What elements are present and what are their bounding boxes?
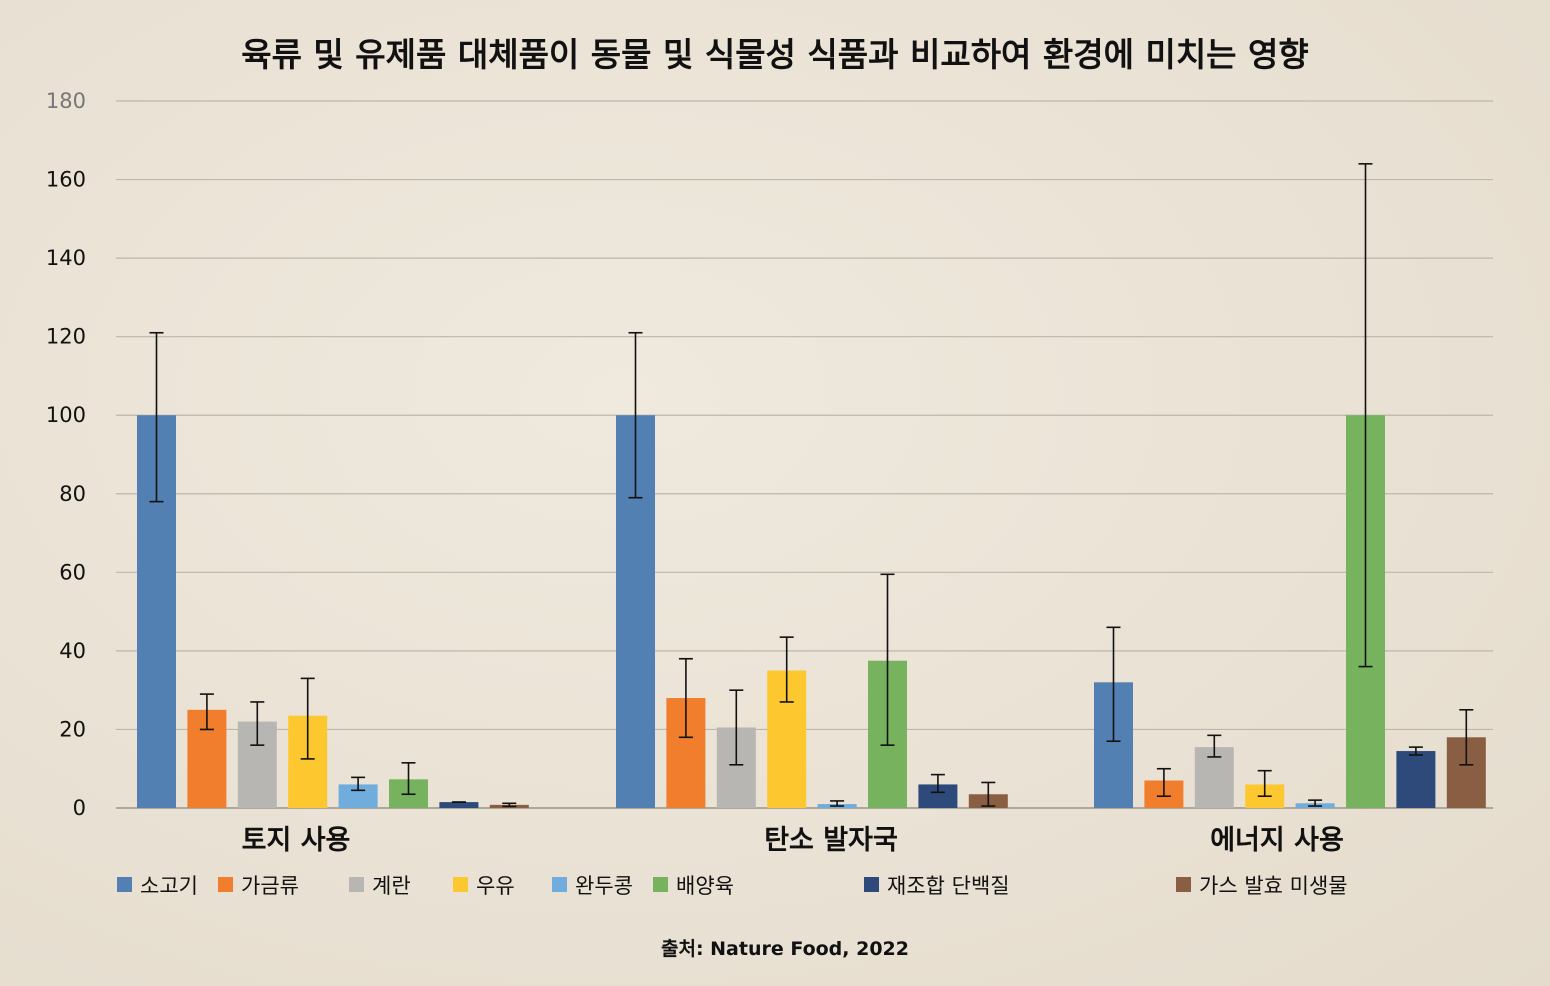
bars xyxy=(137,415,1486,808)
error-bar-재조합 단백질-탄소 발자국 xyxy=(930,773,945,794)
chart-title: 육류 및 유제품 대체품이 동물 및 식물성 식품과 비교하여 환경에 미치는 … xyxy=(241,35,1309,74)
bar-재조합 단백질-토지 사용 xyxy=(439,802,479,808)
legend-label: 가스 발효 미생물 xyxy=(1199,874,1348,898)
error-bar-완두콩-에너지 사용 xyxy=(1308,799,1323,807)
error-bar-가금류-에너지 사용 xyxy=(1156,767,1171,798)
legend-item: 완두콩 xyxy=(552,874,633,898)
legend-swatch xyxy=(864,877,879,892)
error-bar-가금류-토지 사용 xyxy=(199,693,214,731)
y-tick-label: 120 xyxy=(46,325,86,349)
error-bar-소고기-탄소 발자국 xyxy=(628,331,643,499)
legend-swatch xyxy=(117,877,132,892)
category-label: 토지 사용 xyxy=(242,825,351,856)
error-bars xyxy=(149,163,1474,808)
legend-label: 가금류 xyxy=(241,874,299,898)
bar-재조합 단백질-탄소 발자국 xyxy=(918,784,958,808)
bar-재조합 단백질-에너지 사용 xyxy=(1396,751,1436,808)
error-bar-배양육-토지 사용 xyxy=(401,762,416,796)
y-tick-label: 180 xyxy=(46,89,86,113)
legend-item: 우유 xyxy=(453,874,515,898)
error-bar-계란-에너지 사용 xyxy=(1207,734,1222,758)
y-axis-ticks: 0 20 40 60 80 100 120 140 160 180 xyxy=(46,89,86,820)
y-tick-label: 140 xyxy=(46,246,86,270)
legend-item: 소고기 xyxy=(117,874,198,898)
legend-item: 재조합 단백질 xyxy=(864,874,1010,898)
legend-label: 소고기 xyxy=(140,874,198,898)
legend-label: 우유 xyxy=(476,874,515,898)
bar-완두콩-토지 사용 xyxy=(338,784,378,808)
legend-swatch xyxy=(1176,877,1191,892)
legend-item: 가스 발효 미생물 xyxy=(1176,874,1348,898)
error-bar-가스 발효 미생물-에너지 사용 xyxy=(1459,709,1474,766)
y-tick-label: 20 xyxy=(59,717,86,741)
error-bar-완두콩-탄소 발자국 xyxy=(830,800,845,807)
y-tick-label: 160 xyxy=(46,168,86,192)
error-bar-계란-탄소 발자국 xyxy=(729,689,744,766)
error-bar-계란-토지 사용 xyxy=(250,701,265,746)
error-bar-소고기-토지 사용 xyxy=(149,331,164,503)
legend-item: 배양육 xyxy=(653,874,734,898)
legend-label: 완두콩 xyxy=(575,874,633,898)
error-bar-재조합 단백질-에너지 사용 xyxy=(1408,746,1423,756)
y-tick-label: 80 xyxy=(59,482,86,506)
legend-label: 배양육 xyxy=(676,874,734,898)
legend-swatch xyxy=(349,877,364,892)
legend-label: 재조합 단백질 xyxy=(887,874,1010,898)
legend-label: 계란 xyxy=(372,874,411,898)
error-bar-완두콩-토지 사용 xyxy=(351,776,366,792)
error-bar-배양육-에너지 사용 xyxy=(1358,163,1373,668)
error-bar-소고기-에너지 사용 xyxy=(1106,626,1121,743)
y-tick-label: 40 xyxy=(59,639,86,663)
legend-item: 가금류 xyxy=(218,874,299,898)
error-bar-우유-토지 사용 xyxy=(300,677,315,760)
category-label: 에너지 사용 xyxy=(1210,825,1344,856)
legend-swatch xyxy=(453,877,468,892)
error-bar-우유-에너지 사용 xyxy=(1257,769,1272,798)
error-bar-가스 발효 미생물-토지 사용 xyxy=(502,802,517,808)
legend: 소고기 가금류 계란 우유 완두콩 배양육 재조합 단백질 가스 발효 미생물 xyxy=(117,874,1348,898)
y-tick-label: 0 xyxy=(73,796,86,820)
error-bar-가금류-탄소 발자국 xyxy=(678,657,693,739)
category-label: 탄소 발자국 xyxy=(764,825,898,856)
legend-swatch xyxy=(552,877,567,892)
y-tick-label: 100 xyxy=(46,403,86,427)
error-bar-우유-탄소 발자국 xyxy=(779,636,794,703)
error-bar-가스 발효 미생물-탄소 발자국 xyxy=(981,781,996,807)
y-tick-label: 60 xyxy=(59,560,86,584)
legend-item: 계란 xyxy=(349,874,411,898)
source-note: 출처: Nature Food, 2022 xyxy=(660,938,909,960)
category-labels: 토지 사용 탄소 발자국 에너지 사용 xyxy=(242,825,1344,856)
legend-swatch xyxy=(218,877,233,892)
error-bar-배양육-탄소 발자국 xyxy=(880,573,895,746)
legend-swatch xyxy=(653,877,668,892)
